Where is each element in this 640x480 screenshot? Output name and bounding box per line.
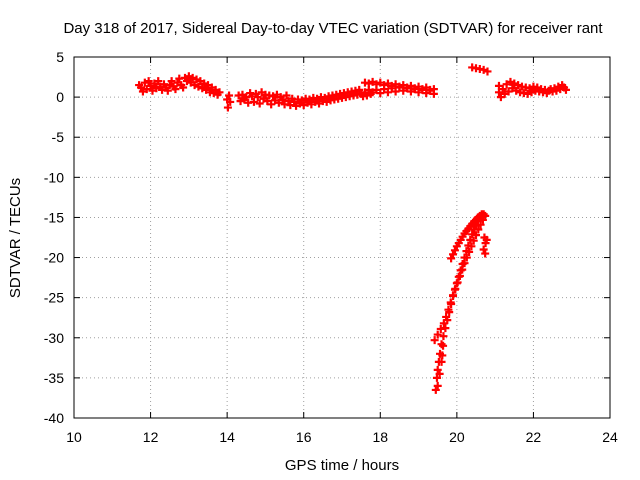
plot-frame [73, 56, 611, 419]
y-tick-label: -10 [44, 169, 64, 185]
data-point [439, 332, 448, 341]
data-point [433, 365, 442, 374]
data-point [435, 369, 444, 378]
data-point [439, 319, 448, 328]
data-point [225, 91, 234, 100]
y-axis-label: SDTVAR / TECUs [7, 178, 24, 298]
data-point [451, 284, 460, 293]
data-point [282, 91, 291, 100]
data-point [179, 83, 188, 92]
data-point [167, 77, 176, 86]
data-point [479, 245, 488, 254]
y-tick-label: 5 [56, 49, 64, 65]
y-tick-label: -30 [44, 330, 64, 346]
chart-title: Day 318 of 2017, Sidereal Day-to-day VTE… [63, 20, 603, 37]
y-tick-label: -20 [44, 250, 64, 266]
data-point [444, 305, 453, 314]
data-point [355, 85, 364, 94]
data-point [430, 336, 439, 345]
data-point [450, 246, 459, 255]
data-point [453, 278, 462, 287]
data-point [476, 220, 485, 229]
data-point [171, 85, 180, 94]
data-point [481, 249, 490, 258]
data-point [376, 89, 385, 98]
y-tick-label: -40 [44, 410, 64, 426]
data-point [255, 99, 264, 108]
data-point [561, 85, 570, 94]
data-point [432, 373, 441, 382]
data-point [433, 330, 442, 339]
data-point [267, 100, 276, 109]
y-tick-label: -5 [52, 129, 65, 145]
axis-ticks [73, 56, 611, 419]
x-tick-labels: 10 12 14 16 18 20 22 24 [66, 429, 618, 445]
data-point [383, 88, 392, 97]
data-point [483, 67, 492, 76]
data-point [278, 95, 287, 104]
y-tick-label: 0 [56, 89, 64, 105]
data-point [449, 291, 458, 300]
data-point [253, 93, 262, 102]
data-point [447, 254, 456, 263]
y-tick-label: -15 [44, 209, 64, 225]
data-point [449, 250, 458, 259]
data-point [469, 236, 478, 245]
data-point [431, 385, 440, 394]
data-point [437, 340, 446, 349]
data-point [462, 253, 471, 262]
data-point [391, 87, 400, 96]
data-point [467, 242, 476, 251]
x-tick-label: 12 [143, 429, 159, 445]
data-point [472, 231, 480, 240]
data-point [458, 265, 467, 274]
data-point [442, 312, 451, 321]
data-point [446, 298, 455, 307]
data-point [482, 235, 491, 244]
data-point [436, 324, 445, 333]
x-axis-label: GPS time / hours [285, 457, 399, 474]
data-point [137, 83, 145, 92]
data-point [498, 85, 507, 94]
x-tick-label: 20 [449, 429, 465, 445]
data-point [223, 103, 232, 112]
data-point [215, 88, 224, 97]
x-tick-label: 22 [526, 429, 542, 445]
data-point [226, 97, 235, 106]
x-tick-label: 10 [66, 429, 82, 445]
data-point [163, 86, 172, 95]
grid-lines [74, 57, 610, 418]
data-point [439, 341, 448, 350]
data-point [249, 97, 258, 106]
data-point [433, 381, 442, 390]
data-point [144, 77, 153, 86]
data-points [135, 63, 570, 394]
data-point [478, 215, 487, 224]
x-tick-label: 24 [602, 429, 618, 445]
data-point [474, 225, 483, 234]
data-point [455, 272, 464, 281]
y-tick-labels: 5 0 -5 -10 -15 -20 -25 -30 -35 -40 [44, 49, 64, 426]
data-point [438, 351, 447, 360]
x-tick-label: 14 [219, 429, 235, 445]
y-tick-label: -25 [44, 290, 64, 306]
data-point [154, 77, 163, 86]
data-point [477, 210, 486, 219]
data-point [465, 247, 474, 256]
data-point [460, 259, 469, 268]
x-tick-label: 16 [296, 429, 312, 445]
y-tick-label: -35 [44, 370, 64, 386]
x-tick-label: 18 [372, 429, 388, 445]
data-point [429, 89, 438, 98]
